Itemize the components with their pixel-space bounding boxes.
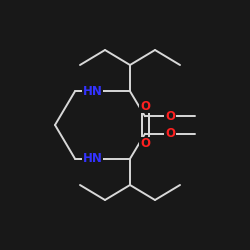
Text: HN: HN <box>82 85 102 98</box>
Text: O: O <box>140 100 150 113</box>
Text: O: O <box>165 127 175 140</box>
Text: O: O <box>140 137 150 150</box>
Text: O: O <box>165 110 175 123</box>
Text: HN: HN <box>82 152 102 165</box>
